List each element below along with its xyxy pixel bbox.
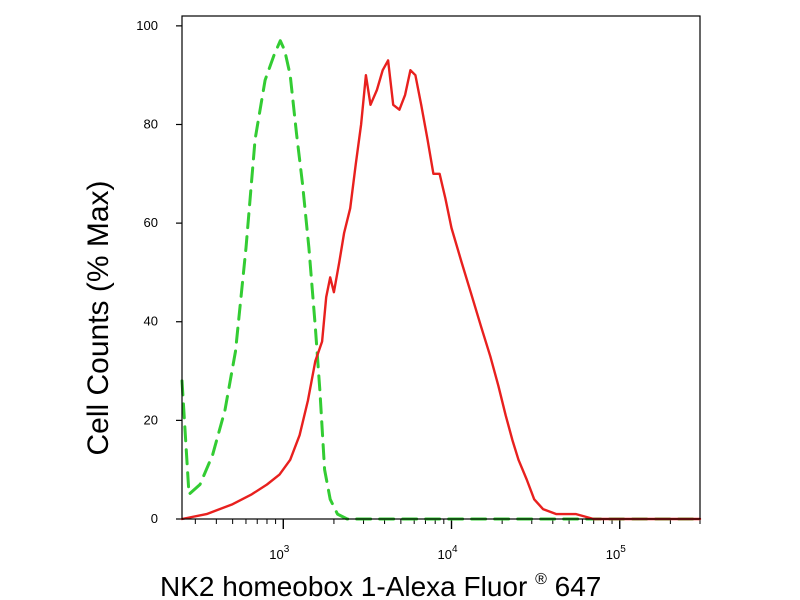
y-axis-title: Cell Counts (% Max) (82, 180, 115, 455)
x-tick-label-base: 10 (606, 547, 620, 562)
y-tick-label: 100 (136, 18, 158, 33)
x-axis-title-main: NK2 homeobox 1-Alexa Fluor (160, 571, 527, 600)
y-tick-label: 0 (151, 511, 158, 526)
x-tick-label-exponent: 4 (452, 544, 458, 555)
series-line-control-dashed (180, 39, 702, 521)
x-tick-label: 104 (437, 544, 457, 562)
plot-area-frame (181, 15, 701, 520)
y-tick-label: 60 (144, 215, 158, 230)
y-tick-label: 20 (144, 412, 158, 427)
x-axis-ticks: 103 104 105 (194, 519, 701, 562)
y-tick-label: 80 (144, 116, 158, 131)
x-axis-title: NK2 homeobox 1-Alexa Fluor ® 647 (160, 559, 601, 600)
series-line-sample (180, 59, 702, 521)
x-tick-label-base: 10 (437, 547, 451, 562)
x-tick-label-base: 10 (269, 547, 283, 562)
x-tick-label-exponent: 5 (620, 544, 626, 555)
x-axis-title-registered-mark: ® (535, 571, 547, 588)
x-tick-label: 103 (269, 544, 289, 562)
x-axis-title-suffix: 647 (555, 571, 602, 600)
y-axis-ticks: 0 20 40 60 80 100 (136, 18, 182, 526)
x-tick-label-exponent: 3 (284, 544, 290, 555)
x-tick-label: 105 (606, 544, 626, 562)
series-layer (180, 39, 702, 521)
y-tick-label: 40 (144, 314, 158, 329)
